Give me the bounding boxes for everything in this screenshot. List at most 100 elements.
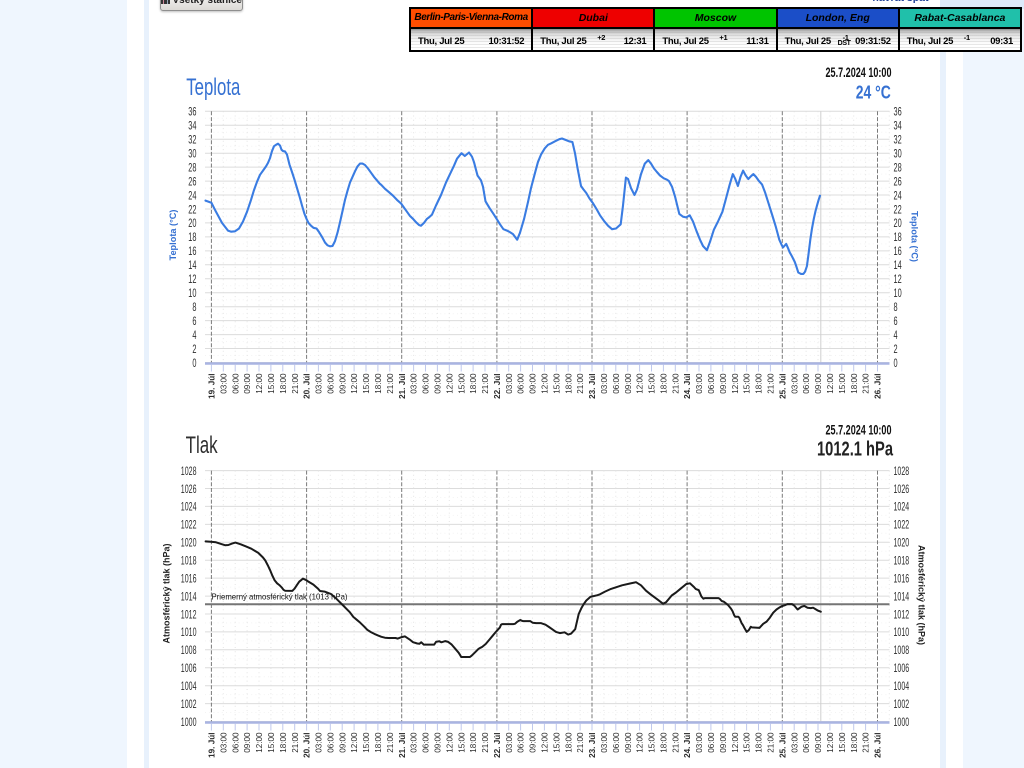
svg-text:1010: 1010 [894,627,910,639]
svg-text:03:00: 03:00 [694,373,704,394]
svg-text:03:00: 03:00 [314,732,324,753]
svg-text:1026: 1026 [894,484,910,496]
svg-text:1022: 1022 [181,520,197,532]
svg-text:20. Júl: 20. Júl [302,733,312,758]
svg-text:09:00: 09:00 [242,373,252,394]
svg-text:1006: 1006 [894,663,910,675]
svg-text:09:00: 09:00 [623,373,633,394]
svg-text:12:00: 12:00 [349,732,359,753]
svg-text:21:00: 21:00 [480,732,490,753]
svg-text:18: 18 [188,232,196,244]
svg-text:30: 30 [894,149,902,161]
svg-text:06:00: 06:00 [421,732,431,753]
svg-text:22. Júl: 22. Júl [492,374,502,399]
svg-text:12:00: 12:00 [540,373,550,394]
svg-text:03:00: 03:00 [599,373,609,394]
svg-text:15:00: 15:00 [551,373,561,394]
svg-text:18:00: 18:00 [659,373,669,394]
svg-text:0: 0 [894,358,898,370]
svg-text:1014: 1014 [181,591,197,603]
svg-text:06:00: 06:00 [230,732,240,753]
svg-text:12:00: 12:00 [444,732,454,753]
svg-text:21:00: 21:00 [861,373,871,394]
svg-text:12:00: 12:00 [540,732,550,753]
svg-text:12:00: 12:00 [825,373,835,394]
svg-text:19. Júl: 19. Júl [207,374,217,399]
svg-text:1004: 1004 [894,681,910,693]
svg-text:21:00: 21:00 [290,373,300,394]
svg-text:1006: 1006 [181,663,197,675]
svg-text:8: 8 [894,302,898,314]
svg-text:09:00: 09:00 [623,732,633,753]
svg-text:1028: 1028 [894,466,910,478]
svg-text:21:00: 21:00 [670,732,680,753]
svg-text:15:00: 15:00 [837,373,847,394]
svg-text:06:00: 06:00 [325,732,335,753]
svg-text:1016: 1016 [894,573,910,585]
svg-text:24: 24 [188,190,197,202]
svg-text:18:00: 18:00 [373,732,383,753]
svg-text:34: 34 [188,121,197,133]
svg-text:1024: 1024 [181,502,197,514]
svg-text:21:00: 21:00 [575,373,585,394]
svg-text:28: 28 [894,162,902,174]
svg-text:18:00: 18:00 [563,732,573,753]
svg-text:24. Júl: 24. Júl [682,374,692,399]
svg-text:10: 10 [188,288,196,300]
svg-text:12:00: 12:00 [635,373,645,394]
svg-text:1002: 1002 [894,699,910,711]
svg-text:1002: 1002 [181,699,197,711]
svg-text:12:00: 12:00 [825,732,835,753]
svg-text:1000: 1000 [894,717,910,729]
svg-text:16: 16 [188,246,196,258]
svg-text:12:00: 12:00 [254,732,264,753]
svg-text:1016: 1016 [181,573,197,585]
svg-text:Atmosférický tlak (hPa): Atmosférický tlak (hPa) [162,543,172,643]
svg-text:26: 26 [894,176,902,188]
svg-text:20: 20 [894,218,902,230]
svg-text:09:00: 09:00 [337,732,347,753]
svg-text:15:00: 15:00 [647,373,657,394]
svg-text:6: 6 [192,316,196,328]
svg-text:03:00: 03:00 [504,373,514,394]
svg-text:18:00: 18:00 [659,732,669,753]
svg-text:15:00: 15:00 [361,732,371,753]
svg-text:32: 32 [188,135,196,147]
svg-text:21:00: 21:00 [290,732,300,753]
svg-text:09:00: 09:00 [813,732,823,753]
svg-text:09:00: 09:00 [433,373,443,394]
svg-text:18:00: 18:00 [373,373,383,394]
svg-text:12:00: 12:00 [730,373,740,394]
svg-text:16: 16 [894,246,902,258]
svg-text:18:00: 18:00 [754,732,764,753]
svg-text:12: 12 [894,274,902,286]
svg-text:06:00: 06:00 [611,732,621,753]
svg-text:09:00: 09:00 [718,373,728,394]
svg-text:12:00: 12:00 [349,373,359,394]
svg-text:Teplota (°C): Teplota (°C) [910,211,920,262]
svg-text:15:00: 15:00 [837,732,847,753]
svg-text:19. Júl: 19. Júl [207,733,217,758]
svg-text:Priemerný atmosférický tlak (1: Priemerný atmosférický tlak (1013 hPa) [212,592,348,602]
svg-text:03:00: 03:00 [409,732,419,753]
svg-text:15:00: 15:00 [742,373,752,394]
svg-text:15:00: 15:00 [266,732,276,753]
svg-text:22. Júl: 22. Júl [492,733,502,758]
svg-text:06:00: 06:00 [230,373,240,394]
svg-text:28: 28 [188,162,196,174]
svg-text:03:00: 03:00 [789,732,799,753]
svg-text:2: 2 [192,344,196,356]
svg-text:18:00: 18:00 [468,732,478,753]
svg-text:21. Júl: 21. Júl [397,374,407,399]
svg-text:0: 0 [192,358,196,370]
svg-text:Teplota: Teplota [186,74,240,101]
svg-text:21:00: 21:00 [575,732,585,753]
svg-text:03:00: 03:00 [789,373,799,394]
svg-text:15:00: 15:00 [266,373,276,394]
svg-text:03:00: 03:00 [409,373,419,394]
svg-text:1020: 1020 [181,538,197,550]
svg-text:12: 12 [188,274,196,286]
svg-text:21:00: 21:00 [766,373,776,394]
svg-text:25. Júl: 25. Júl [777,733,787,758]
svg-text:24 °C: 24 °C [856,81,891,102]
